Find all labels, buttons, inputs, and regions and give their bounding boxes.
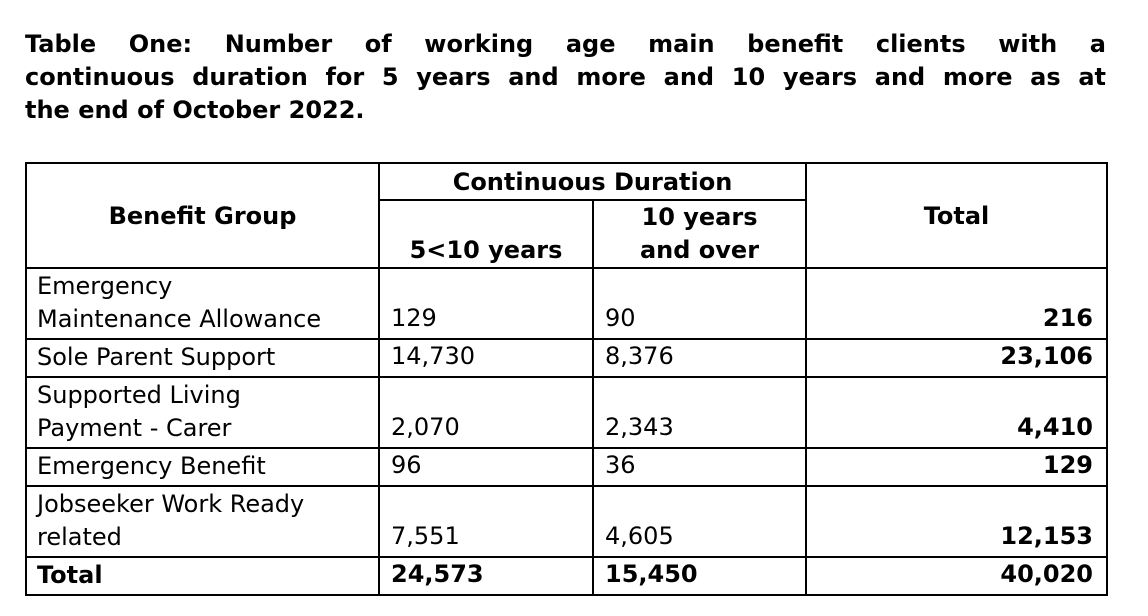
grand-total-cell: 40,020 bbox=[805, 556, 1108, 596]
table-title-line-1: Table One: Number of working age main be… bbox=[25, 30, 1106, 58]
total-cell: 216 bbox=[805, 267, 1108, 340]
years-5-10-cell: 2,070 bbox=[378, 376, 594, 449]
table-title: Table One: Number of working age main be… bbox=[25, 28, 1106, 127]
years-10-over-cell: 36 bbox=[592, 447, 807, 487]
table-title-line-3: the end of October 2022. bbox=[25, 96, 365, 124]
years-5-10-cell: 7,551 bbox=[378, 485, 594, 558]
years-10-over-cell: 4,605 bbox=[592, 485, 807, 558]
years-5-10-cell: 96 bbox=[378, 447, 594, 487]
table-row-sole-parent-support: Sole Parent Support 14,730 8,376 23,106 bbox=[25, 338, 1108, 378]
total-cell: 129 bbox=[805, 447, 1108, 487]
benefit-group-cell: Emergency Benefit bbox=[25, 447, 380, 487]
header-10-years-and-over: 10 years and over bbox=[592, 199, 807, 269]
benefit-clients-table: Benefit Group Continuous Duration Total … bbox=[25, 162, 1108, 596]
total-cell: 12,153 bbox=[805, 485, 1108, 558]
years-10-over-cell: 8,376 bbox=[592, 338, 807, 378]
total-cell: 23,106 bbox=[805, 338, 1108, 378]
benefit-group-cell: Supported Living Payment - Carer bbox=[25, 376, 380, 449]
years-5-10-cell: 14,730 bbox=[378, 338, 594, 378]
benefit-group-cell: Sole Parent Support bbox=[25, 338, 380, 378]
table-row-jobseeker-work-ready-related: Jobseeker Work Ready related 7,551 4,605… bbox=[25, 485, 1108, 558]
table-row-supported-living-payment-carer: Supported Living Payment - Carer 2,070 2… bbox=[25, 376, 1108, 449]
years-10-over-cell: 90 bbox=[592, 267, 807, 340]
header-total: Total bbox=[805, 162, 1108, 269]
benefit-group-cell: Emergency Maintenance Allowance bbox=[25, 267, 380, 340]
years-10-over-total-cell: 15,450 bbox=[592, 556, 807, 596]
table-row-total: Total 24,573 15,450 40,020 bbox=[25, 556, 1108, 596]
years-10-over-cell: 2,343 bbox=[592, 376, 807, 449]
years-5-10-total-cell: 24,573 bbox=[378, 556, 594, 596]
table-row-emergency-benefit: Emergency Benefit 96 36 129 bbox=[25, 447, 1108, 487]
header-5-10-years: 5<10 years bbox=[378, 199, 594, 269]
total-row-label: Total bbox=[25, 556, 380, 596]
document-page: Table One: Number of working age main be… bbox=[25, 28, 1108, 596]
table-title-line-2: continuous duration for 5 years and more… bbox=[25, 63, 1106, 91]
benefit-group-cell: Jobseeker Work Ready related bbox=[25, 485, 380, 558]
header-row-2: 5<10 years 10 years and over bbox=[26, 199, 1107, 269]
header-benefit-group: Benefit Group bbox=[25, 162, 380, 269]
years-5-10-cell: 129 bbox=[378, 267, 594, 340]
total-cell: 4,410 bbox=[805, 376, 1108, 449]
header-continuous-duration: Continuous Duration bbox=[378, 162, 807, 201]
header-row-1: Benefit Group Continuous Duration Total bbox=[25, 162, 1108, 269]
table-row-emergency-maintenance-allowance: Emergency Maintenance Allowance 129 90 2… bbox=[25, 267, 1108, 340]
